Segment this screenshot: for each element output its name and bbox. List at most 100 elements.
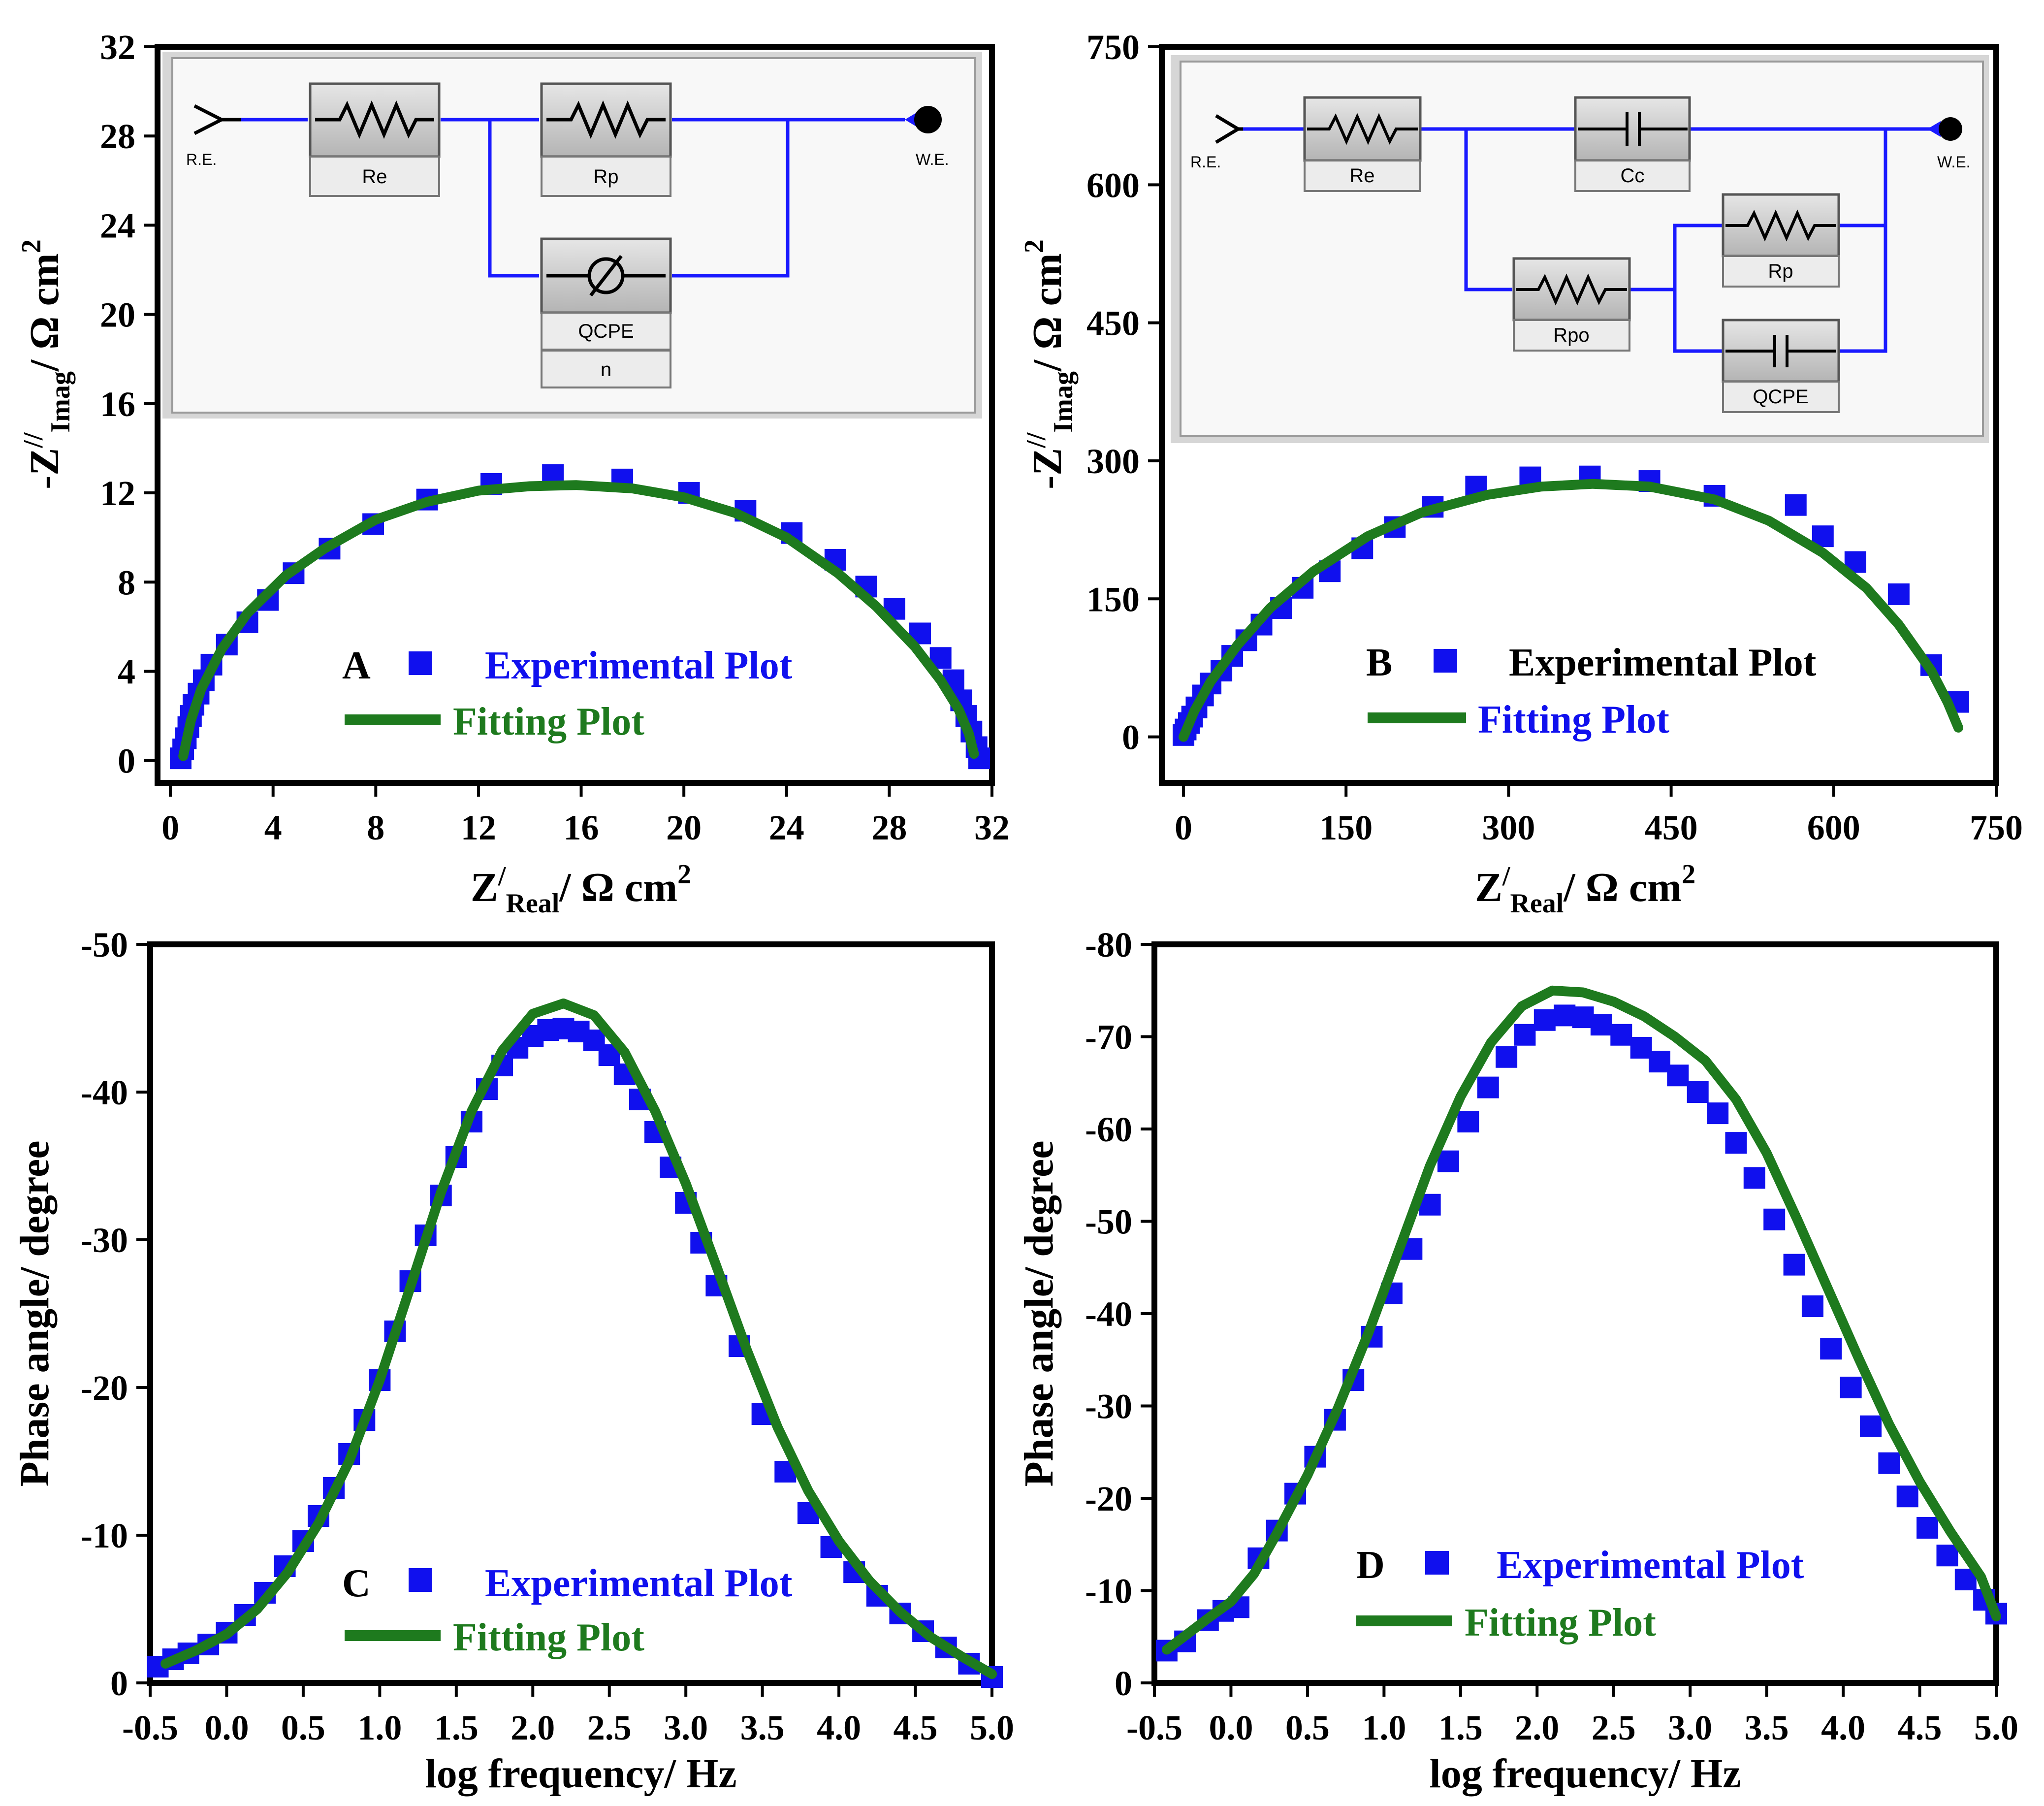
reference-electrode-icon: [1215, 114, 1243, 144]
panel-c-x-ticks: -0.5 0.0 0.5 1.0 1.5 2.0 2.5 3.0 3.5 4.0 4.5 5.0: [122, 1683, 1014, 1747]
panel-d-bode-phase: 0 -10 -20 -30 -40 -50 -60 -70 -80 -0.5 0.0 0.5 1.0 1…: [1016, 925, 2018, 1797]
panel-c-letter: C: [342, 1562, 371, 1605]
experimental-marker-icon: [409, 1568, 432, 1592]
panel-d-legend-fitting: Fitting Plot: [1465, 1601, 1656, 1645]
circuit-b-label-qcpe: QCPE: [1753, 386, 1808, 408]
panel-b-fitting-line: [1179, 479, 1963, 742]
panel-d-x-tick-label: 4.0: [1821, 1708, 1865, 1747]
panel-a-ylabel-prime: //: [18, 432, 49, 449]
panel-a-x-tick-label: 8: [367, 808, 384, 847]
panel-a-ylabel-unit: / Ω cm: [22, 253, 67, 372]
experimental-marker-icon: [1425, 1551, 1449, 1575]
experimental-point: [1590, 1014, 1612, 1036]
experimental-point: [1801, 1295, 1823, 1317]
experimental-point: [1936, 1545, 1958, 1567]
panel-a-xlabel-unit: / Ω cm: [559, 865, 677, 910]
panel-d-x-tick-label: -0.5: [1126, 1708, 1182, 1747]
panel-c-x-tick-label: 3.5: [740, 1708, 785, 1747]
circuit-a-label-re: Re: [362, 166, 387, 188]
panel-c-x-tick-label: 3.0: [664, 1708, 708, 1747]
panel-a-x-tick-label: 28: [871, 808, 907, 847]
panel-d-x-tick-label: 1.0: [1362, 1708, 1406, 1747]
svg-text:Z/Real/ Ω cm2: Z/Real/ Ω cm2: [1475, 859, 1695, 919]
panel-d-frame: [1151, 941, 1999, 1686]
circuit-b-label-rp: Rp: [1768, 260, 1793, 282]
panel-c-x-tick-label: 4.5: [894, 1708, 938, 1747]
panel-b-ylabel-prime: //: [1021, 432, 1052, 449]
panel-b-y-tick-label: 600: [1086, 165, 1140, 205]
experimental-point: [1860, 1415, 1882, 1437]
panel-a-xlabel-sub: Real: [506, 888, 559, 919]
cpe-icon: [587, 255, 625, 297]
panel-c-legend: C Experimental Plot Fitting Plot: [342, 1562, 793, 1659]
panel-c-x-tick-label: 0.0: [204, 1708, 249, 1747]
panel-c-plot-area: [147, 999, 1003, 1688]
panel-c-y-ticks: 0 -10 -20 -30 -40 -50: [81, 925, 150, 1703]
panel-a-nyquist: 0 4 8 12 16 20 24 28 32 0 4 8 12 16 20 24 28 32 R.E. W.E…: [16, 28, 1010, 919]
panel-d-x-tick-label: 2.5: [1592, 1708, 1636, 1747]
experimental-point: [1878, 1452, 1900, 1474]
panel-c-x-tick-label: 1.0: [357, 1708, 402, 1747]
panel-b-legend: B Experimental Plot Fitting Plot: [1366, 641, 1817, 742]
experimental-point: [1887, 583, 1910, 605]
panel-d-x-tick-label: 3.5: [1745, 1708, 1789, 1747]
panel-c-fitting-line: [160, 999, 997, 1679]
panel-a-x-tick-label: 32: [974, 808, 1010, 847]
panel-c-x-tick-label: 1.5: [434, 1708, 479, 1747]
panel-a-y-tick-label: 28: [100, 117, 135, 156]
panel-d-y-tick-label: -10: [1085, 1572, 1132, 1611]
svg-text:Z/Real/ Ω cm2: Z/Real/ Ω cm2: [471, 859, 691, 919]
panel-d-y-tick-label: -30: [1085, 1387, 1132, 1426]
circuit-b-re-element: Re: [1303, 96, 1422, 192]
panel-b-y-tick-label: 150: [1086, 580, 1140, 619]
experimental-marker-icon: [1434, 649, 1457, 673]
experimental-point: [1496, 1046, 1518, 1068]
working-electrode-icon: [905, 106, 942, 133]
panel-d-x-tick-label: 5.0: [1974, 1708, 2018, 1747]
experimental-point: [1649, 1051, 1670, 1073]
panel-a-ylabel-sup: 2: [16, 239, 47, 253]
experimental-point: [1630, 1037, 1652, 1059]
panel-d-x-axis-label: log frequency/ Hz: [1429, 1751, 1741, 1797]
circuit-b-label-cc: Cc: [1621, 165, 1645, 187]
panel-b-ylabel-sup: 2: [1019, 239, 1050, 253]
capacitor-icon: [1578, 112, 1688, 146]
circuit-b-label-re: Re: [1349, 165, 1374, 187]
circuit-b-qcpe-element: QCPE: [1722, 319, 1840, 413]
panel-c-x-tick-label: 2.0: [511, 1708, 555, 1747]
panel-c-bode-phase: 0 -10 -20 -30 -40 -50 -0.5 0.0 0.5 1.0 1.5 2.0 2.5 3…: [12, 925, 1014, 1797]
experimental-point: [1896, 1485, 1918, 1508]
panel-c-y-tick-label: -50: [81, 925, 128, 965]
panel-a-x-axis-label: Z/Real/ Ω cm2: [471, 859, 691, 919]
panel-a-x-tick-label: 4: [264, 808, 282, 847]
panel-d-legend-experimental: Experimental Plot: [1497, 1544, 1804, 1587]
panel-c-y-tick-label: -40: [81, 1073, 128, 1112]
panel-d-letter: D: [1356, 1544, 1385, 1587]
panel-a-legend-fitting: Fitting Plot: [453, 700, 644, 743]
panel-a-y-tick-label: 24: [100, 206, 135, 245]
panel-b-ylabel-unit: / Ω cm: [1024, 253, 1070, 372]
panel-d-plot-area: [1155, 985, 2007, 1662]
panel-c-legend-experimental: Experimental Plot: [485, 1562, 793, 1605]
experimental-point: [1457, 1111, 1479, 1132]
circuit-a-label-rp: Rp: [593, 166, 618, 188]
experimental-point: [1533, 1009, 1556, 1031]
panel-c-x-tick-label: 2.5: [587, 1708, 632, 1747]
panel-d-x-tick-label: 3.0: [1668, 1708, 1712, 1747]
panel-b-x-tick-label: 450: [1645, 808, 1698, 847]
panel-c-x-tick-label: -0.5: [122, 1708, 178, 1747]
panel-a-y-tick-label: 12: [100, 474, 135, 513]
experimental-point: [1667, 1064, 1689, 1087]
panel-b-ylabel-main: -Z: [1024, 448, 1070, 489]
panel-d-x-tick-label: 0.5: [1285, 1708, 1330, 1747]
panel-d-x-tick-label: 4.5: [1898, 1708, 1942, 1747]
panel-b-x-ticks: 0 150 300 450 600 750: [1175, 783, 2023, 847]
panel-c-legend-fitting: Fitting Plot: [453, 1616, 644, 1659]
circuit-a-rp-element: Rp: [540, 82, 672, 197]
panel-a-legend: A Experimental Plot Fitting Plot: [342, 644, 793, 743]
panel-d-y-ticks: 0 -10 -20 -30 -40 -50 -60 -70 -80: [1085, 925, 1154, 1703]
panel-d-y-tick-label: -40: [1085, 1294, 1132, 1334]
panel-b-x-tick-label: 150: [1319, 808, 1373, 847]
resistor-icon: [1516, 273, 1627, 306]
panel-b-xlabel-unit: / Ω cm: [1563, 865, 1682, 910]
